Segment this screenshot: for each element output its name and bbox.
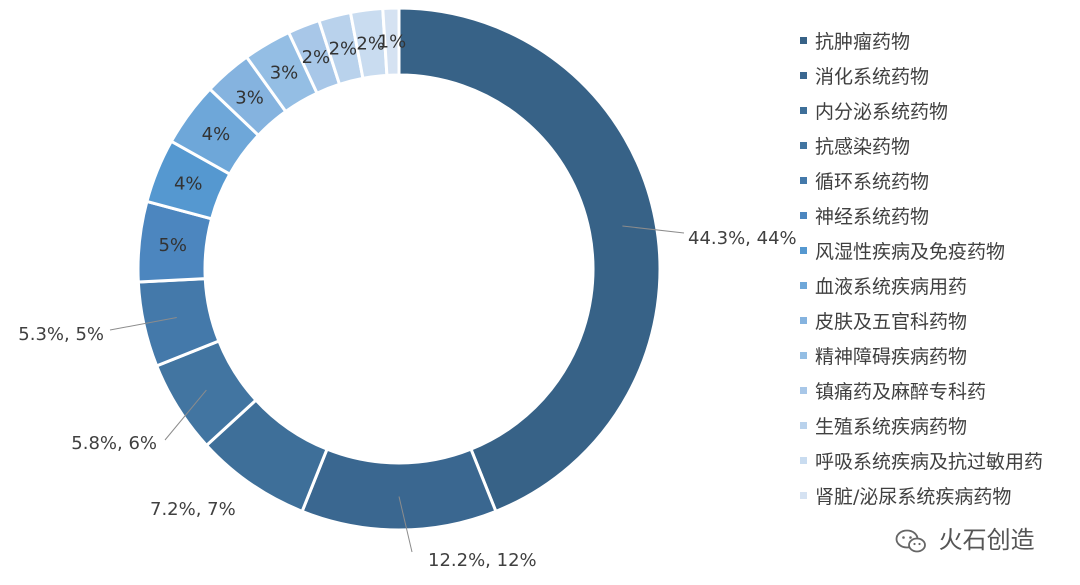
legend-label: 皮肤及五官科药物: [815, 311, 968, 333]
data-label-1: 44.3%, 44%: [688, 228, 797, 249]
legend-swatch: [800, 492, 807, 499]
legend-swatch: [800, 212, 807, 219]
data-label-9: 3%: [235, 87, 264, 108]
legend-label: 镇痛药及麻醉专科药: [815, 381, 987, 403]
data-label-11: 2%: [302, 47, 331, 68]
legend-label: 神经系统药物: [815, 206, 930, 228]
legend-label: 生殖系统疾病药物: [815, 416, 968, 438]
legend-swatch: [800, 352, 807, 359]
legend-label: 肾脏/泌尿系统疾病药物: [815, 486, 1012, 508]
leader-line-5: [109, 317, 177, 331]
legend-item-7: 风湿性疾病及免疫药物: [800, 235, 1043, 270]
legend-label: 循环系统药物: [815, 171, 930, 193]
legend-label: 呼吸系统疾病及抗过敏用药: [815, 451, 1044, 473]
legend-item-12: 生殖系统疾病药物: [800, 410, 1043, 445]
legend-swatch: [800, 387, 807, 394]
legend-swatch: [800, 177, 807, 184]
legend-item-1: 抗肿瘤药物: [800, 25, 1043, 60]
legend-label: 消化系统药物: [815, 66, 930, 88]
legend-item-8: 血液系统疾病用药: [800, 270, 1043, 305]
legend-item-3: 内分泌系统药物: [800, 95, 1043, 130]
data-label-2: 12.2%, 12%: [428, 550, 537, 571]
data-label-3: 7.2%, 7%: [150, 499, 236, 520]
data-label-8: 4%: [202, 124, 231, 145]
watermark: 火石创造: [895, 520, 1035, 555]
legend-swatch: [800, 107, 807, 114]
legend-item-10: 精神障碍疾病药物: [800, 340, 1043, 375]
data-label-5: 5.3%, 5%: [18, 324, 104, 345]
legend-item-5: 循环系统药物: [800, 165, 1043, 200]
chart-legend: 抗肿瘤药物消化系统药物 内分泌系统药物 抗感染药物循环系统药物 神经系统药物风湿性疾病…: [800, 25, 1043, 515]
data-label-7: 4%: [174, 173, 203, 194]
data-label-14: 1%: [378, 32, 407, 53]
legend-swatch: [800, 457, 807, 464]
legend-swatch: [800, 422, 807, 429]
leader-line-1: [622, 225, 685, 234]
slice-2: [300, 447, 498, 532]
legend-swatch: [800, 282, 807, 289]
legend-item-13: 呼吸系统疾病及抗过敏用药: [800, 445, 1043, 480]
legend-label: 精神障碍疾病药物: [815, 346, 968, 368]
watermark-text: 火石创造: [938, 526, 1035, 554]
legend-item-9: 皮肤及五官科药物: [800, 305, 1043, 340]
legend-item-2: 消化系统药物: [800, 60, 1043, 95]
legend-label: 抗感染药物: [815, 136, 911, 158]
leader-line-4: [164, 389, 207, 441]
data-label-10: 3%: [270, 63, 299, 84]
legend-swatch: [800, 247, 807, 254]
data-label-13: 2%: [356, 33, 385, 54]
data-label-12: 2%: [329, 39, 358, 60]
legend-swatch: [800, 37, 807, 44]
slice-1: [397, 6, 662, 514]
legend-swatch: [800, 317, 807, 324]
wechat-icon: [895, 529, 926, 553]
legend-item-11: 镇痛药及麻醉专科药: [800, 375, 1043, 410]
legend-swatch: [800, 72, 807, 79]
legend-label: 内分泌系统药物: [815, 101, 949, 123]
data-label-4: 5.8%, 6%: [71, 433, 157, 454]
legend-label: 血液系统疾病用药: [815, 276, 968, 298]
data-label-6: 5%: [158, 235, 187, 256]
legend-item-6: 神经系统药物: [800, 200, 1043, 235]
legend-label: 风湿性疾病及免疫药物: [815, 241, 1006, 263]
legend-item-4: 抗感染药物: [800, 130, 1043, 165]
legend-swatch: [800, 142, 807, 149]
slice-14: [381, 6, 401, 77]
legend-item-14: 肾脏/泌尿系统疾病药物: [800, 480, 1043, 515]
leader-line-2: [398, 496, 413, 553]
legend-label: 抗肿瘤药物: [815, 31, 911, 53]
